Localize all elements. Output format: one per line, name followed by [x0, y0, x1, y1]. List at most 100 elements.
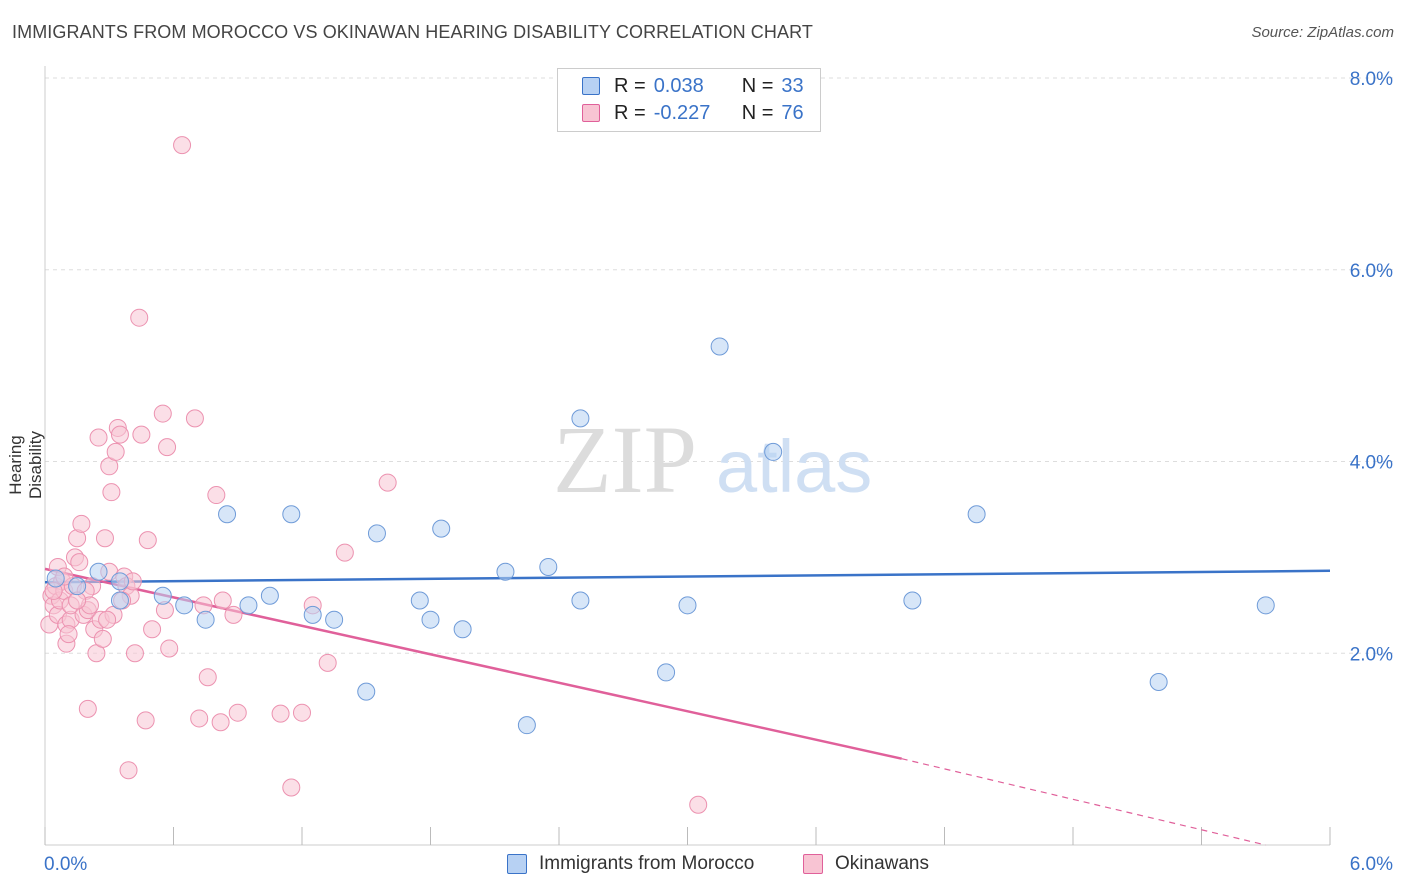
chart-title: IMMIGRANTS FROM MOROCCO VS OKINAWAN HEAR…	[12, 22, 813, 42]
morocco-point	[678, 596, 697, 615]
morocco-point	[196, 610, 215, 629]
okinawans-point	[198, 668, 217, 687]
okinawans-point	[59, 625, 78, 644]
axes	[44, 66, 1331, 846]
morocco-point	[46, 569, 65, 588]
morocco-point	[1256, 596, 1275, 615]
okinawans-point	[72, 514, 91, 533]
bottom-legend-morocco: Immigrants from Morocco	[507, 852, 754, 876]
okinawans-point	[110, 425, 129, 444]
legend-swatch-okinawans	[582, 104, 600, 122]
okinawans-point	[282, 778, 301, 797]
bottom-legend-okinawans: Okinawans	[803, 852, 929, 876]
okinawans-point	[378, 473, 397, 492]
y-tick-label: 2.0%	[1350, 644, 1393, 665]
legend-r-label: R =	[614, 74, 646, 97]
tick-labels: 2.0% 4.0% 6.0% 8.0% 0.0% 6.0%	[44, 69, 1393, 875]
okinawans-point	[213, 591, 232, 610]
okinawans-trend-extension	[901, 758, 1266, 846]
legend-swatch-morocco	[582, 77, 600, 95]
okinawans-point	[93, 629, 112, 648]
morocco-point	[432, 519, 451, 538]
legend-r-value: 0.038	[653, 74, 704, 97]
morocco-point	[710, 337, 729, 356]
morocco-point	[903, 591, 922, 610]
morocco-point	[453, 620, 472, 639]
morocco-point	[410, 591, 429, 610]
morocco-point	[110, 591, 129, 610]
morocco-point	[303, 605, 322, 624]
okinawans-point	[95, 529, 114, 548]
okinawans-point	[173, 136, 192, 155]
morocco-point	[539, 557, 558, 576]
morocco-point	[282, 505, 301, 524]
morocco-point	[764, 442, 783, 461]
okinawans-points	[40, 136, 708, 814]
okinawans-point	[335, 543, 354, 562]
okinawans-point	[89, 428, 108, 447]
okinawans-point	[132, 425, 151, 444]
morocco-point	[1149, 673, 1168, 692]
okinawans-point	[211, 713, 230, 732]
legend-r-value: -0.227	[653, 101, 711, 124]
bottom-legend-label-morocco: Immigrants from Morocco	[539, 853, 755, 874]
okinawans-point	[119, 761, 138, 780]
legend-n-label: N =	[741, 74, 774, 97]
y-axis-label: Hearing Disability	[6, 430, 45, 500]
morocco-point	[967, 505, 986, 524]
x-tick-label: 6.0%	[1350, 854, 1393, 875]
okinawans-point	[98, 610, 117, 629]
okinawans-point	[125, 644, 144, 663]
bottom-legend-swatch-morocco	[507, 854, 527, 874]
morocco-point	[571, 409, 590, 428]
x-tick-label: 0.0%	[44, 854, 87, 875]
morocco-point	[218, 505, 237, 524]
okinawans-point	[293, 703, 311, 722]
legend-r-label: R =	[614, 101, 646, 124]
morocco-point	[89, 562, 108, 581]
legend-n-value: 76	[781, 101, 804, 124]
morocco-point	[175, 596, 194, 615]
bottom-legend-swatch-okinawans	[803, 854, 823, 874]
okinawans-point	[158, 438, 177, 457]
okinawans-point	[224, 605, 243, 624]
okinawans-point	[130, 308, 149, 327]
okinawans-point	[185, 409, 204, 428]
legend-n-label: N =	[741, 101, 774, 124]
okinawans-point	[143, 620, 162, 639]
morocco-point	[153, 586, 172, 605]
legend-row-okinawans: R = -0.227 N = 76	[582, 100, 804, 126]
okinawans-point	[106, 442, 125, 461]
legend-row-morocco: R = 0.038 N = 33	[582, 73, 804, 99]
okinawans-point	[160, 639, 179, 658]
okinawans-point	[153, 404, 172, 423]
okinawans-trend-line	[44, 567, 902, 760]
okinawans-point	[318, 653, 337, 672]
morocco-point	[496, 562, 515, 581]
morocco-point	[517, 716, 536, 735]
okinawans-point	[228, 703, 247, 722]
bottom-legend-label-okinawans: Okinawans	[835, 853, 929, 874]
morocco-point	[367, 524, 386, 543]
okinawans-point	[102, 483, 121, 502]
morocco-point	[571, 591, 590, 610]
morocco-point	[239, 596, 258, 615]
okinawans-point	[689, 795, 708, 814]
okinawans-point	[138, 531, 157, 550]
morocco-point	[357, 682, 376, 701]
grid-lines	[45, 77, 1395, 654]
okinawans-point	[190, 709, 209, 728]
okinawans-point	[78, 699, 97, 718]
y-tick-label: 8.0%	[1350, 69, 1393, 90]
morocco-point	[68, 577, 87, 596]
morocco-trend-line	[44, 569, 1331, 584]
morocco-point	[421, 610, 440, 629]
morocco-point	[110, 572, 129, 591]
legend-n-value: 33	[781, 74, 804, 97]
morocco-points	[46, 337, 1275, 735]
legend: R = 0.038 N = 33 R = -0.227 N = 76	[557, 68, 821, 132]
morocco-point	[657, 663, 676, 682]
morocco-point	[325, 610, 344, 629]
watermark: ZIP atlas	[553, 406, 872, 513]
